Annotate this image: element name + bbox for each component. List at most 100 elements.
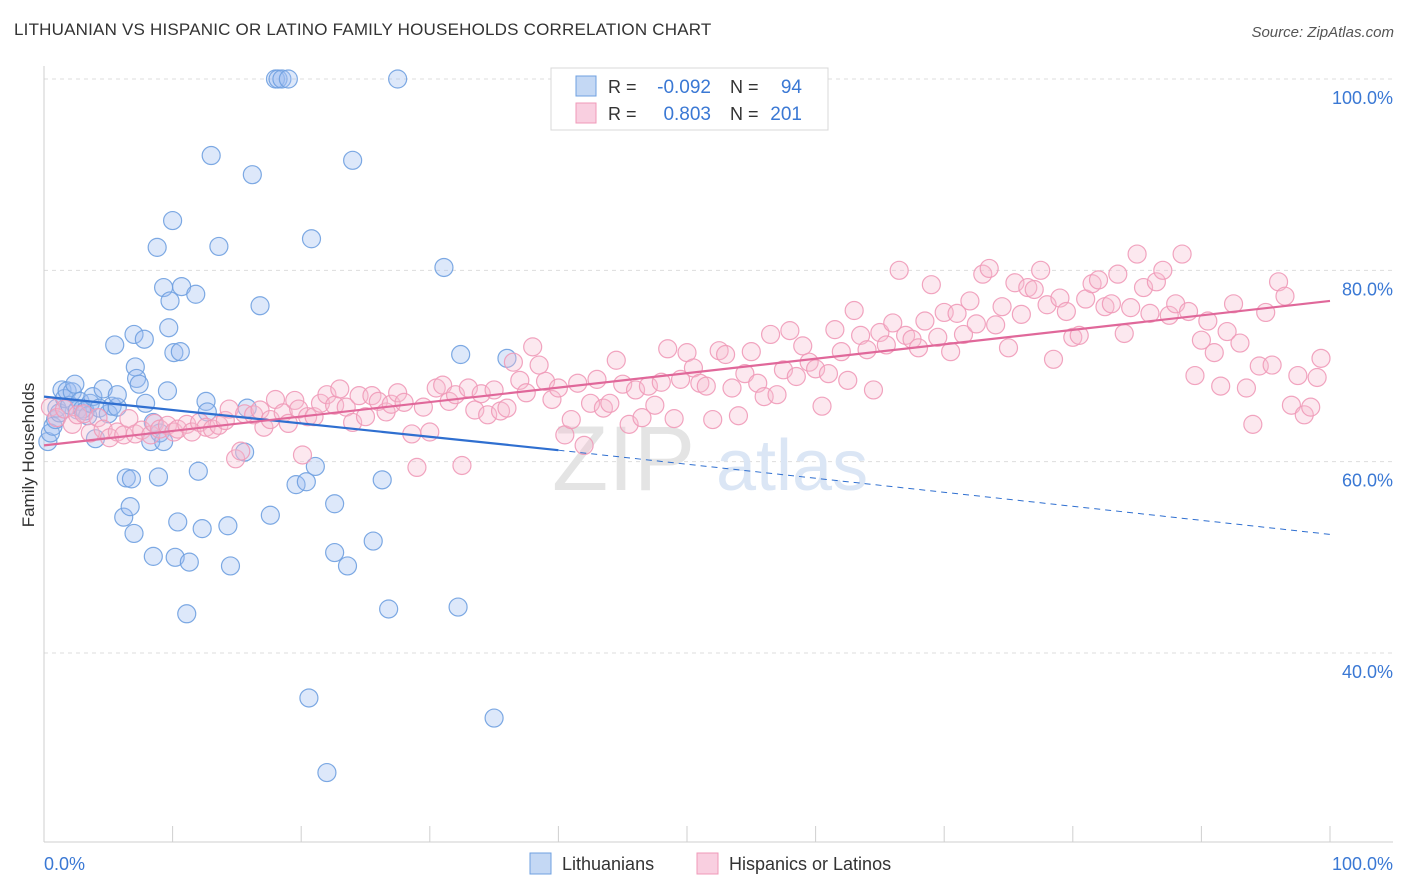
point-hispanics bbox=[953, 324, 974, 345]
point-hispanics bbox=[503, 352, 523, 372]
point-hispanics bbox=[1011, 304, 1031, 324]
point-hispanics bbox=[580, 393, 601, 413]
point-hispanics bbox=[1108, 264, 1128, 284]
point-hispanics bbox=[1236, 378, 1257, 398]
point-lithuanians bbox=[296, 472, 316, 492]
point-lithuanians bbox=[272, 69, 292, 89]
point-lithuanians bbox=[107, 385, 127, 405]
point-hispanics bbox=[760, 324, 781, 345]
point-lithuanians bbox=[124, 324, 144, 345]
point-lithuanians bbox=[305, 456, 325, 477]
point-lithuanians bbox=[260, 505, 280, 525]
point-lithuanians bbox=[93, 379, 113, 399]
point-hispanics bbox=[1288, 365, 1308, 386]
point-hispanics bbox=[831, 342, 851, 362]
trend-line-hispanics bbox=[43, 299, 1331, 447]
point-hispanics bbox=[741, 342, 761, 362]
legend-swatch-pink bbox=[575, 102, 597, 124]
y-tick-label: 60.0% bbox=[1342, 471, 1393, 491]
point-hispanics bbox=[330, 379, 350, 399]
point-hispanics bbox=[780, 321, 800, 341]
point-hispanics bbox=[838, 370, 858, 390]
point-lithuanians bbox=[209, 236, 229, 257]
point-lithuanians bbox=[218, 516, 238, 536]
point-hispanics bbox=[1031, 260, 1051, 280]
legend-r-label-1: R = bbox=[608, 77, 637, 97]
point-hispanics bbox=[857, 340, 877, 360]
point-lithuanians bbox=[163, 210, 183, 231]
point-hispanics bbox=[870, 322, 890, 343]
point-hispanics bbox=[632, 408, 652, 428]
point-lithuanians bbox=[148, 467, 169, 487]
point-hispanics bbox=[664, 409, 684, 429]
point-hispanics bbox=[1204, 343, 1224, 363]
point-hispanics bbox=[696, 376, 716, 396]
point-hispanics bbox=[355, 407, 376, 427]
point-hispanics bbox=[703, 409, 723, 430]
point-hispanics bbox=[1256, 302, 1276, 323]
x-ticks bbox=[43, 826, 1331, 842]
point-hispanics bbox=[80, 423, 100, 443]
y-tick-labels: 40.0% 60.0% 80.0% 100.0% bbox=[1332, 88, 1393, 682]
point-hispanics bbox=[793, 336, 813, 356]
series-lithuanians bbox=[38, 69, 517, 783]
point-hispanics bbox=[510, 370, 530, 390]
point-lithuanians bbox=[299, 688, 319, 708]
point-hispanics bbox=[1191, 330, 1212, 350]
point-hispanics bbox=[825, 320, 845, 340]
point-hispanics bbox=[254, 417, 274, 437]
point-hispanics bbox=[728, 406, 749, 426]
series-hispanics bbox=[40, 244, 1331, 478]
point-lithuanians bbox=[62, 382, 82, 402]
point-hispanics bbox=[966, 314, 986, 334]
point-hispanics bbox=[1198, 311, 1218, 331]
point-hispanics bbox=[561, 409, 581, 430]
point-hispanics bbox=[1217, 321, 1237, 342]
bottom-legend-swatch-blue bbox=[529, 852, 552, 875]
point-lithuanians bbox=[250, 296, 270, 316]
point-hispanics bbox=[844, 300, 864, 321]
point-hispanics bbox=[231, 441, 251, 461]
point-lithuanians bbox=[186, 284, 206, 304]
point-lithuanians bbox=[325, 494, 345, 514]
point-lithuanians bbox=[164, 343, 184, 363]
point-hispanics bbox=[542, 389, 562, 410]
point-hispanics bbox=[407, 457, 427, 478]
point-hispanics bbox=[1211, 376, 1231, 396]
point-hispanics bbox=[786, 366, 806, 387]
point-hispanics bbox=[883, 313, 903, 333]
point-lithuanians bbox=[379, 599, 399, 619]
grid-lines bbox=[44, 78, 1393, 654]
point-hispanics bbox=[1043, 349, 1064, 369]
point-hispanics bbox=[497, 398, 517, 418]
trend-line-lithuanians-extrapolated bbox=[558, 449, 1331, 535]
point-hispanics bbox=[960, 291, 980, 311]
point-hispanics bbox=[625, 380, 646, 400]
point-hispanics bbox=[1140, 303, 1160, 323]
point-hispanics bbox=[471, 384, 491, 404]
point-lithuanians bbox=[325, 542, 345, 563]
point-hispanics bbox=[600, 393, 620, 413]
point-lithuanians bbox=[124, 523, 144, 544]
point-hispanics bbox=[1101, 294, 1121, 314]
point-hispanics bbox=[568, 373, 588, 393]
point-lithuanians bbox=[114, 507, 134, 527]
point-hispanics bbox=[394, 392, 414, 412]
point-hispanics bbox=[606, 350, 626, 370]
point-hispanics bbox=[1311, 348, 1331, 368]
point-lithuanians bbox=[170, 342, 190, 362]
point-lithuanians bbox=[220, 556, 241, 576]
point-lithuanians bbox=[165, 547, 185, 567]
point-hispanics bbox=[219, 399, 239, 419]
legend-n-label-2: N = bbox=[730, 104, 759, 124]
chart-title: LITHUANIAN VS HISPANIC OR LATINO FAMILY … bbox=[14, 20, 712, 39]
watermark-zip: ZIP bbox=[552, 408, 695, 510]
point-lithuanians bbox=[143, 546, 163, 566]
point-lithuanians bbox=[317, 762, 337, 783]
source-label: Source: ZipAtlas.com bbox=[1251, 24, 1394, 41]
point-hispanics bbox=[1127, 244, 1147, 264]
point-hispanics bbox=[1281, 395, 1302, 415]
point-lithuanians bbox=[159, 318, 179, 338]
point-hispanics bbox=[292, 445, 313, 465]
